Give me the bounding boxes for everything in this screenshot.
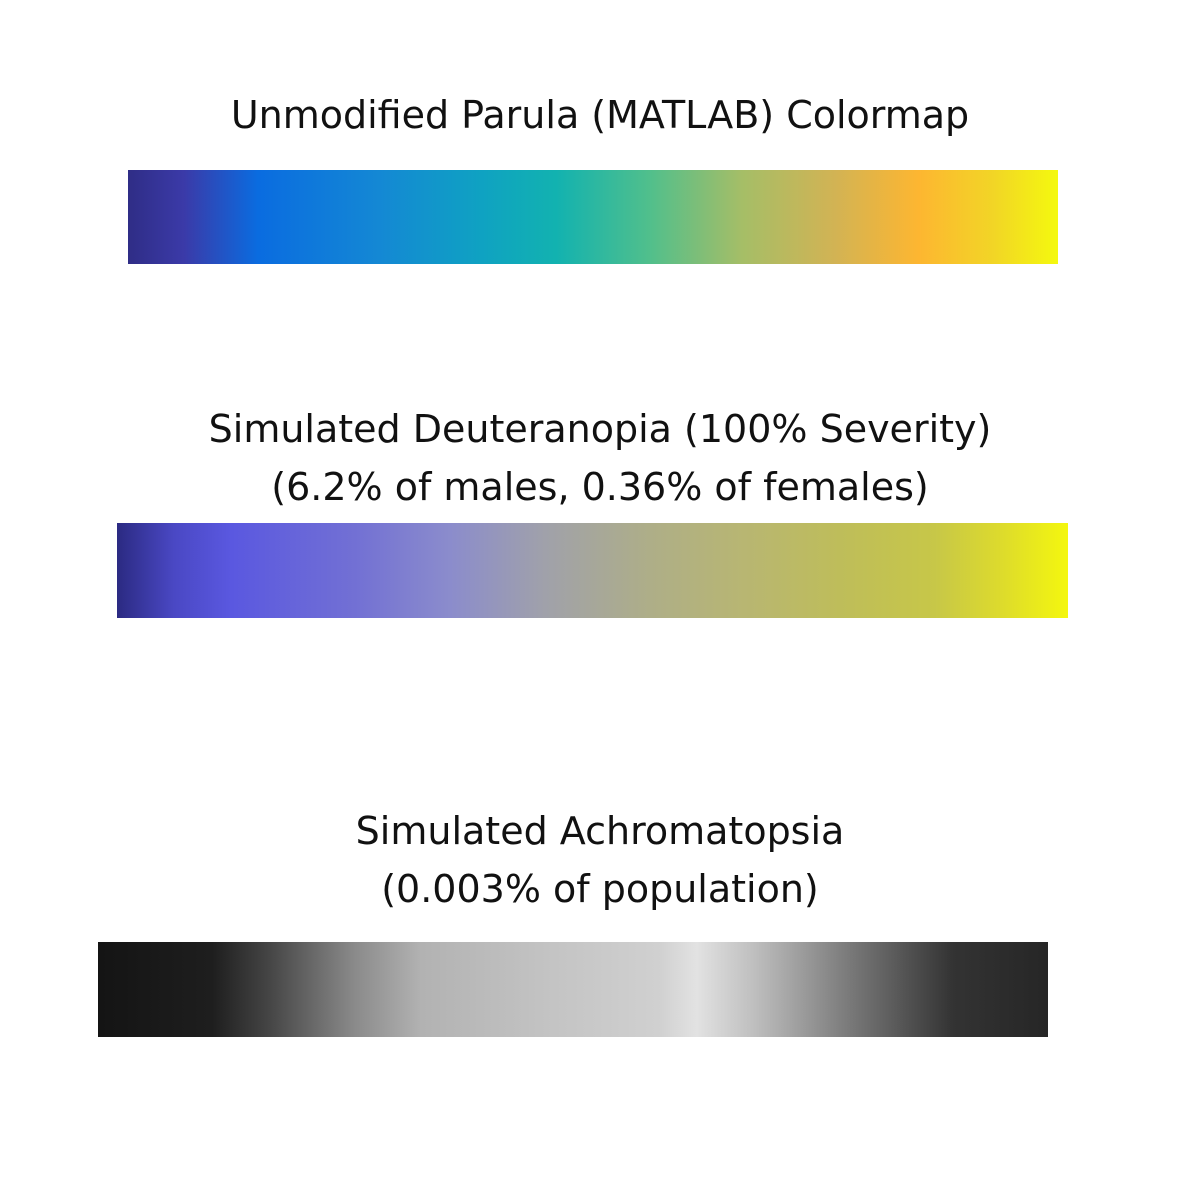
- achromatopsia-subtitle: (0.003% of population): [381, 867, 819, 911]
- deuteranopia-colorbar: [117, 523, 1068, 618]
- deuteranopia-title: Simulated Deuteranopia (100% Severity): [208, 407, 992, 451]
- achromatopsia-title: Simulated Achromatopsia: [355, 809, 845, 853]
- parula-colorbar: [128, 170, 1058, 264]
- parula-title: Unmodified Parula (MATLAB) Colormap: [230, 93, 970, 137]
- achromatopsia-colorbar: [98, 942, 1048, 1037]
- deuteranopia-subtitle: (6.2% of males, 0.36% of females): [271, 465, 929, 509]
